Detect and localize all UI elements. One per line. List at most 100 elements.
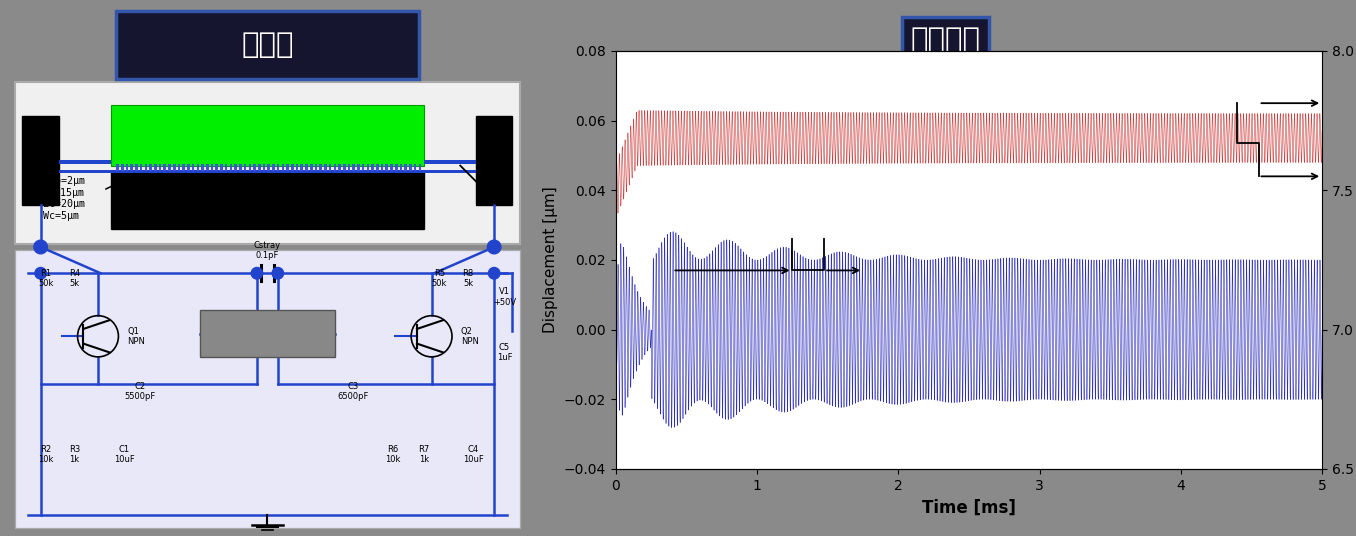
Bar: [220, 164, 222, 171]
Text: C4
10uF: C4 10uF: [462, 445, 484, 464]
X-axis label: Time [ms]: Time [ms]: [922, 498, 1016, 516]
Bar: [305, 164, 308, 171]
Bar: [149, 164, 152, 171]
Bar: [320, 164, 321, 171]
Bar: [140, 164, 142, 171]
Bar: [263, 164, 266, 171]
Bar: [357, 164, 359, 171]
Bar: [277, 164, 279, 171]
Bar: [273, 164, 275, 171]
Bar: [324, 164, 327, 171]
Bar: [258, 164, 260, 171]
Text: R5
50k: R5 50k: [431, 269, 447, 288]
Circle shape: [251, 267, 263, 279]
Text: R3
1k: R3 1k: [69, 445, 80, 464]
FancyBboxPatch shape: [117, 11, 419, 79]
Text: R6
10k: R6 10k: [385, 445, 400, 464]
Bar: [117, 164, 119, 171]
Bar: [164, 164, 165, 171]
FancyBboxPatch shape: [15, 81, 521, 244]
Bar: [414, 164, 416, 171]
Bar: [385, 164, 388, 171]
Text: R4
5k: R4 5k: [69, 269, 80, 288]
Text: C3
6500pF: C3 6500pF: [338, 382, 369, 401]
Circle shape: [487, 240, 500, 254]
Bar: [315, 164, 317, 171]
Bar: [206, 164, 209, 171]
Bar: [23, 116, 58, 205]
Bar: [229, 164, 232, 171]
Text: R1
50k: R1 50k: [38, 269, 53, 288]
Bar: [334, 164, 336, 171]
Bar: [343, 164, 346, 171]
Bar: [197, 164, 199, 171]
Circle shape: [34, 240, 47, 254]
Bar: [419, 164, 422, 171]
Bar: [376, 164, 378, 171]
Bar: [111, 105, 424, 166]
FancyBboxPatch shape: [15, 250, 521, 528]
Bar: [301, 164, 304, 171]
Text: R8
5k: R8 5k: [462, 269, 473, 288]
Bar: [174, 164, 175, 171]
Bar: [126, 164, 129, 171]
Circle shape: [488, 267, 500, 279]
Bar: [155, 164, 157, 171]
Bar: [372, 164, 374, 171]
Text: 解析結果: 解析結果: [910, 26, 980, 54]
Bar: [328, 164, 331, 171]
Bar: [178, 164, 180, 171]
Y-axis label: Displacement [μm]: Displacement [μm]: [544, 187, 559, 333]
Text: Q1
NPN: Q1 NPN: [127, 326, 145, 346]
Bar: [254, 164, 256, 171]
Bar: [366, 164, 369, 171]
Bar: [244, 164, 247, 171]
Bar: [296, 164, 298, 171]
Text: R2
10k: R2 10k: [38, 445, 53, 464]
Bar: [201, 164, 203, 171]
Bar: [58, 170, 476, 174]
Bar: [235, 164, 237, 171]
Bar: [353, 164, 355, 171]
Bar: [159, 164, 161, 171]
Text: R7
1k: R7 1k: [418, 445, 430, 464]
Bar: [381, 164, 384, 171]
Bar: [210, 164, 213, 171]
Bar: [248, 164, 251, 171]
Bar: [199, 310, 335, 358]
Bar: [292, 164, 294, 171]
Bar: [362, 164, 365, 171]
Bar: [395, 164, 397, 171]
Bar: [225, 164, 228, 171]
Bar: [187, 164, 190, 171]
Bar: [130, 164, 133, 171]
Text: Gap=2μm
X0=15μm
Lc=20μm
Wc=5μm: Gap=2μm X0=15μm Lc=20μm Wc=5μm: [43, 176, 85, 221]
Bar: [216, 164, 218, 171]
Bar: [476, 116, 513, 205]
Bar: [145, 164, 148, 171]
Bar: [286, 164, 289, 171]
Bar: [400, 164, 403, 171]
Text: L=350μm
W=10μm
T=20μm: L=350μm W=10μm T=20μm: [366, 180, 408, 213]
Bar: [282, 164, 285, 171]
Bar: [311, 164, 312, 171]
Bar: [168, 164, 171, 171]
Text: モデル: モデル: [241, 31, 294, 59]
Bar: [111, 172, 424, 229]
Circle shape: [35, 267, 46, 279]
Bar: [136, 164, 138, 171]
Bar: [267, 164, 270, 171]
Bar: [58, 160, 111, 164]
Text: V1
+50V: V1 +50V: [494, 287, 517, 307]
Bar: [347, 164, 350, 171]
Circle shape: [273, 267, 283, 279]
Text: Q2
NPN: Q2 NPN: [461, 326, 479, 346]
Bar: [410, 164, 412, 171]
Bar: [391, 164, 393, 171]
Text: C2
5500pF: C2 5500pF: [123, 382, 156, 401]
Text: C5
1uF: C5 1uF: [496, 343, 513, 362]
Bar: [182, 164, 184, 171]
Text: C1
10uF: C1 10uF: [114, 445, 134, 464]
Bar: [424, 160, 476, 164]
Bar: [121, 164, 123, 171]
